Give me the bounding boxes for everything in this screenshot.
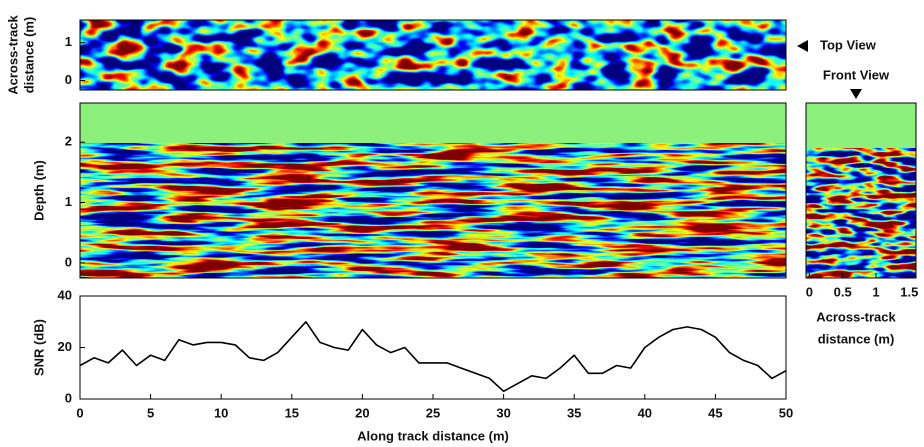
x-axis-label: distance (m) (818, 331, 895, 346)
pointer-arrow (797, 40, 808, 52)
x-axis-label: Along track distance (m) (357, 428, 509, 443)
y-axis-label: SNR (dB) (31, 319, 46, 376)
plot-frame (79, 102, 787, 279)
y-tick-label: 2 (65, 134, 72, 149)
x-tick-label: 0 (806, 284, 813, 299)
y-tick-label: 0 (65, 390, 72, 405)
y-tick-label: 40 (58, 287, 72, 302)
surface-band (806, 103, 916, 148)
plot-frame (79, 19, 787, 91)
x-tick-label: 1.5 (900, 284, 918, 299)
x-tick-label: 15 (285, 405, 299, 420)
plot-frame (805, 102, 917, 279)
y-axis-label: Depth (m) (31, 160, 46, 221)
x-tick-label: 30 (496, 405, 510, 420)
x-tick-label: 0 (76, 405, 83, 420)
pointer-arrow (850, 89, 862, 99)
x-tick-label: 40 (638, 405, 652, 420)
y-tick-label: 0 (65, 72, 72, 87)
x-tick-label: 5 (147, 405, 154, 420)
x-tick-label: 25 (426, 405, 440, 420)
snr-line (79, 321, 787, 393)
x-tick-label: 20 (355, 405, 369, 420)
x-tick-label: 35 (567, 405, 581, 420)
x-tick-label: 45 (708, 405, 722, 420)
y-tick-label: 1 (65, 194, 72, 209)
annotation: Front View (823, 67, 890, 82)
x-tick-label: 50 (779, 405, 793, 420)
y-axis-label: distance (m) (21, 17, 36, 94)
x-tick-label: 1 (872, 284, 879, 299)
x-tick-label: 0.5 (834, 284, 852, 299)
y-tick-label: 20 (58, 339, 72, 354)
y-tick-label: 0 (65, 254, 72, 269)
annotation: Top View (820, 37, 877, 52)
x-tick-label: 10 (214, 405, 228, 420)
top-view-image (80, 20, 786, 90)
y-axis-label: Across-track (5, 14, 20, 94)
plot-frame (79, 295, 787, 400)
y-tick-label: 1 (65, 34, 72, 49)
surface-band (80, 103, 786, 143)
x-axis-label: Across-track (816, 309, 896, 324)
